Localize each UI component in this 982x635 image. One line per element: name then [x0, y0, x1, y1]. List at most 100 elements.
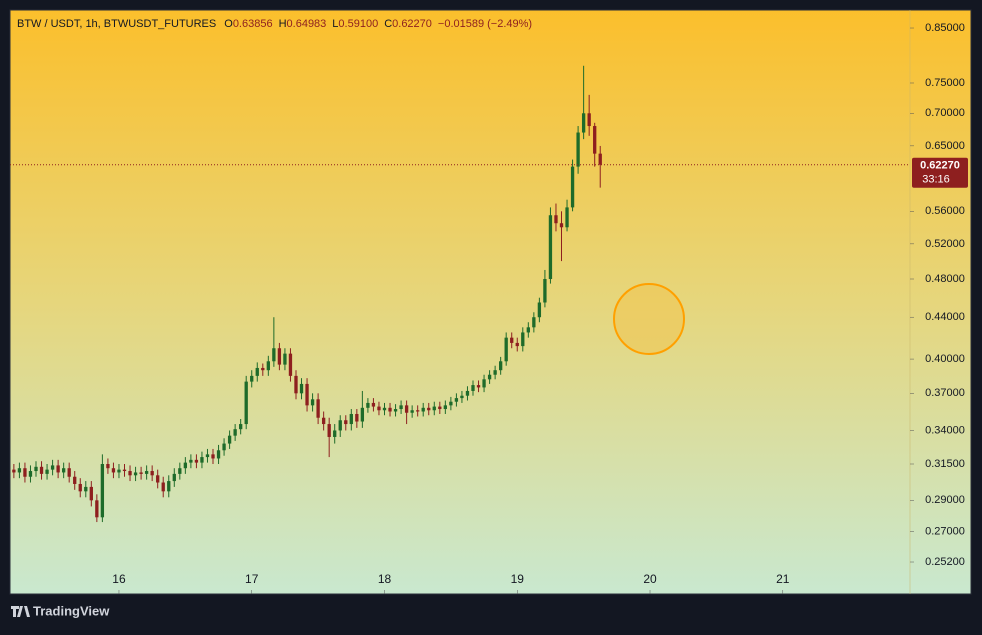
candle-body [399, 405, 403, 410]
y-tick-label: 0.48000 [925, 273, 965, 285]
candle-body [504, 337, 508, 362]
candle-body [283, 353, 287, 365]
candle-body [410, 410, 414, 413]
candle-body [316, 399, 320, 418]
candle-body [17, 468, 22, 473]
candle-body [244, 381, 248, 425]
candle-body [122, 469, 127, 472]
candle-body [61, 468, 66, 473]
candle-body [200, 457, 204, 463]
ohlc-label: O [224, 18, 233, 30]
candle-body [321, 417, 326, 425]
candle-body [266, 361, 270, 371]
candle-body [327, 424, 331, 437]
candle-body [355, 413, 359, 422]
y-tick-label: 0.37000 [925, 387, 965, 399]
ohlc-label: H [279, 18, 287, 30]
candle-body [449, 401, 453, 406]
candle-body [382, 407, 387, 411]
candle-body [443, 405, 448, 410]
candle-body [117, 469, 121, 473]
candle-body [482, 379, 486, 388]
y-tick-label: 0.75000 [925, 77, 965, 89]
candle-body [454, 398, 459, 402]
highlight-circle [613, 283, 685, 355]
candle-body [178, 468, 182, 474]
y-tick-label: 0.40000 [925, 353, 965, 365]
ohlc-value: 0.62270 [392, 18, 432, 30]
candle-body [194, 459, 199, 463]
candle-body [581, 113, 586, 133]
y-tick-label: 0.65000 [925, 140, 965, 152]
y-tick-label: 0.56000 [925, 205, 965, 217]
candle-body [294, 375, 298, 394]
candle-body [349, 413, 353, 425]
last-price-label: 0.62270 [920, 160, 960, 172]
y-tick-label: 0.29000 [925, 494, 965, 506]
candle-body [554, 215, 558, 224]
candle-body [133, 472, 138, 476]
ohlc-label: C [384, 18, 392, 30]
candle-body [344, 420, 348, 425]
candle-body [50, 465, 55, 470]
change: −0.01589 (−2.49%) [438, 18, 532, 30]
candle-body [211, 454, 215, 459]
candle-body [548, 215, 553, 280]
y-tick-label: 0.25200 [925, 556, 965, 568]
candle-body [532, 317, 536, 328]
symbol: BTW / USDT, 1h, BTWUSDT_FUTURES [17, 18, 216, 30]
candle-body [222, 443, 226, 451]
candle-body [404, 405, 409, 413]
candle-body [338, 420, 342, 431]
candle-body [272, 348, 276, 362]
ohlc-value: 0.59100 [338, 18, 378, 30]
ohlc-label: L [332, 18, 338, 30]
x-tick-label: 16 [112, 572, 126, 586]
candle-body [216, 450, 221, 459]
candle-body [388, 407, 392, 412]
candle-body [111, 468, 116, 473]
candle-body [498, 361, 503, 371]
candle-body [28, 471, 33, 477]
y-tick-label: 0.85000 [925, 22, 965, 34]
candle-body [521, 332, 525, 347]
plot [10, 65, 910, 523]
candle-body [89, 486, 93, 501]
candle-body [189, 459, 193, 463]
candle-body [84, 486, 88, 492]
candle-body [239, 424, 243, 430]
candle-body [34, 466, 38, 472]
candle-body [416, 410, 420, 412]
candle-body [56, 465, 60, 473]
candle-body [255, 367, 259, 376]
candle-body [100, 464, 105, 518]
candle-body [421, 407, 425, 412]
candle-body [67, 468, 71, 477]
candle-body [299, 383, 304, 394]
candle-body [565, 207, 569, 228]
y-tick-label: 0.70000 [925, 107, 965, 119]
candle-body [250, 375, 254, 382]
x-tick-label: 17 [245, 572, 259, 586]
candle-body [493, 370, 497, 375]
y-tick-label: 0.27000 [925, 526, 965, 538]
candle-body [305, 383, 309, 406]
candle-body [559, 223, 564, 228]
candle-body [261, 367, 265, 371]
candle-body [288, 353, 293, 376]
candle-body [427, 407, 431, 411]
x-tick-label: 19 [511, 572, 525, 586]
axes: 0.85000 0.75000 0.70000 0.65000 0.56000 0.520… [112, 22, 968, 594]
candle-body [95, 500, 99, 518]
brand-logo [11, 606, 30, 617]
candle-body [570, 166, 575, 208]
x-tick-label: 18 [378, 572, 392, 586]
candle-body [333, 430, 337, 437]
candle-body [139, 472, 143, 474]
candle-body [465, 390, 470, 396]
candle-body [366, 402, 370, 408]
candle-body [438, 406, 442, 410]
candle-body [371, 402, 376, 407]
candle-body [476, 385, 481, 388]
